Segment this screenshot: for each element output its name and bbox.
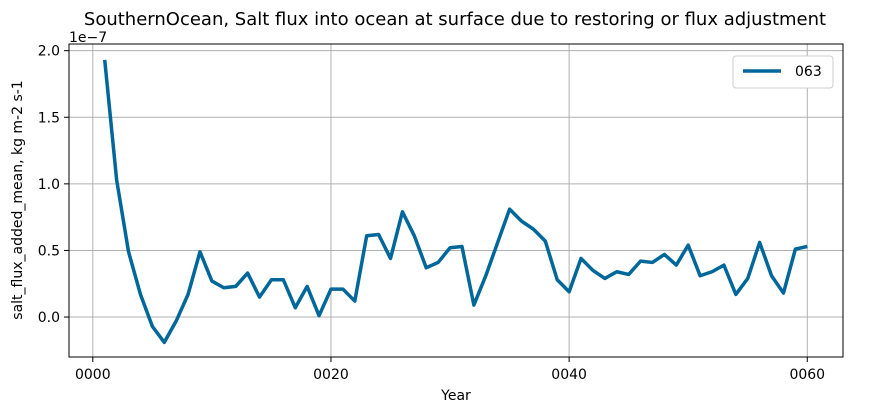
series-line-063	[102, 59, 808, 345]
y-axis-ticks: 0.0 0.5 1.0 1.5 2.0	[38, 44, 69, 326]
series-layer	[102, 59, 808, 345]
y-axis-label: salt_flux_added_mean, kg m-2 s-1	[10, 80, 26, 319]
x-tick-label: 0020	[313, 367, 349, 383]
legend-label-063: 063	[795, 64, 822, 80]
legend-box	[732, 55, 834, 89]
chart-title: SouthernOcean, Salt flux into ocean at s…	[84, 9, 826, 30]
x-tick-label: 0060	[789, 367, 825, 383]
y-tick-label: 1.0	[38, 177, 60, 193]
x-axis-ticks: 0000 0020 0040 0060	[75, 357, 825, 383]
x-tick-label: 0000	[75, 367, 111, 383]
y-tick-label: 2.0	[38, 44, 60, 60]
grid-lines	[69, 44, 843, 357]
x-tick-label: 0040	[551, 367, 587, 383]
y-tick-label: 0.5	[38, 243, 60, 259]
legend: 063	[732, 55, 834, 89]
y-tick-label: 1.5	[38, 110, 60, 126]
y-tick-label: 0.0	[38, 310, 60, 326]
x-axis-label: Year	[440, 388, 471, 404]
plot-frame	[68, 43, 844, 358]
y-offset-label: 1e−7	[69, 30, 107, 46]
